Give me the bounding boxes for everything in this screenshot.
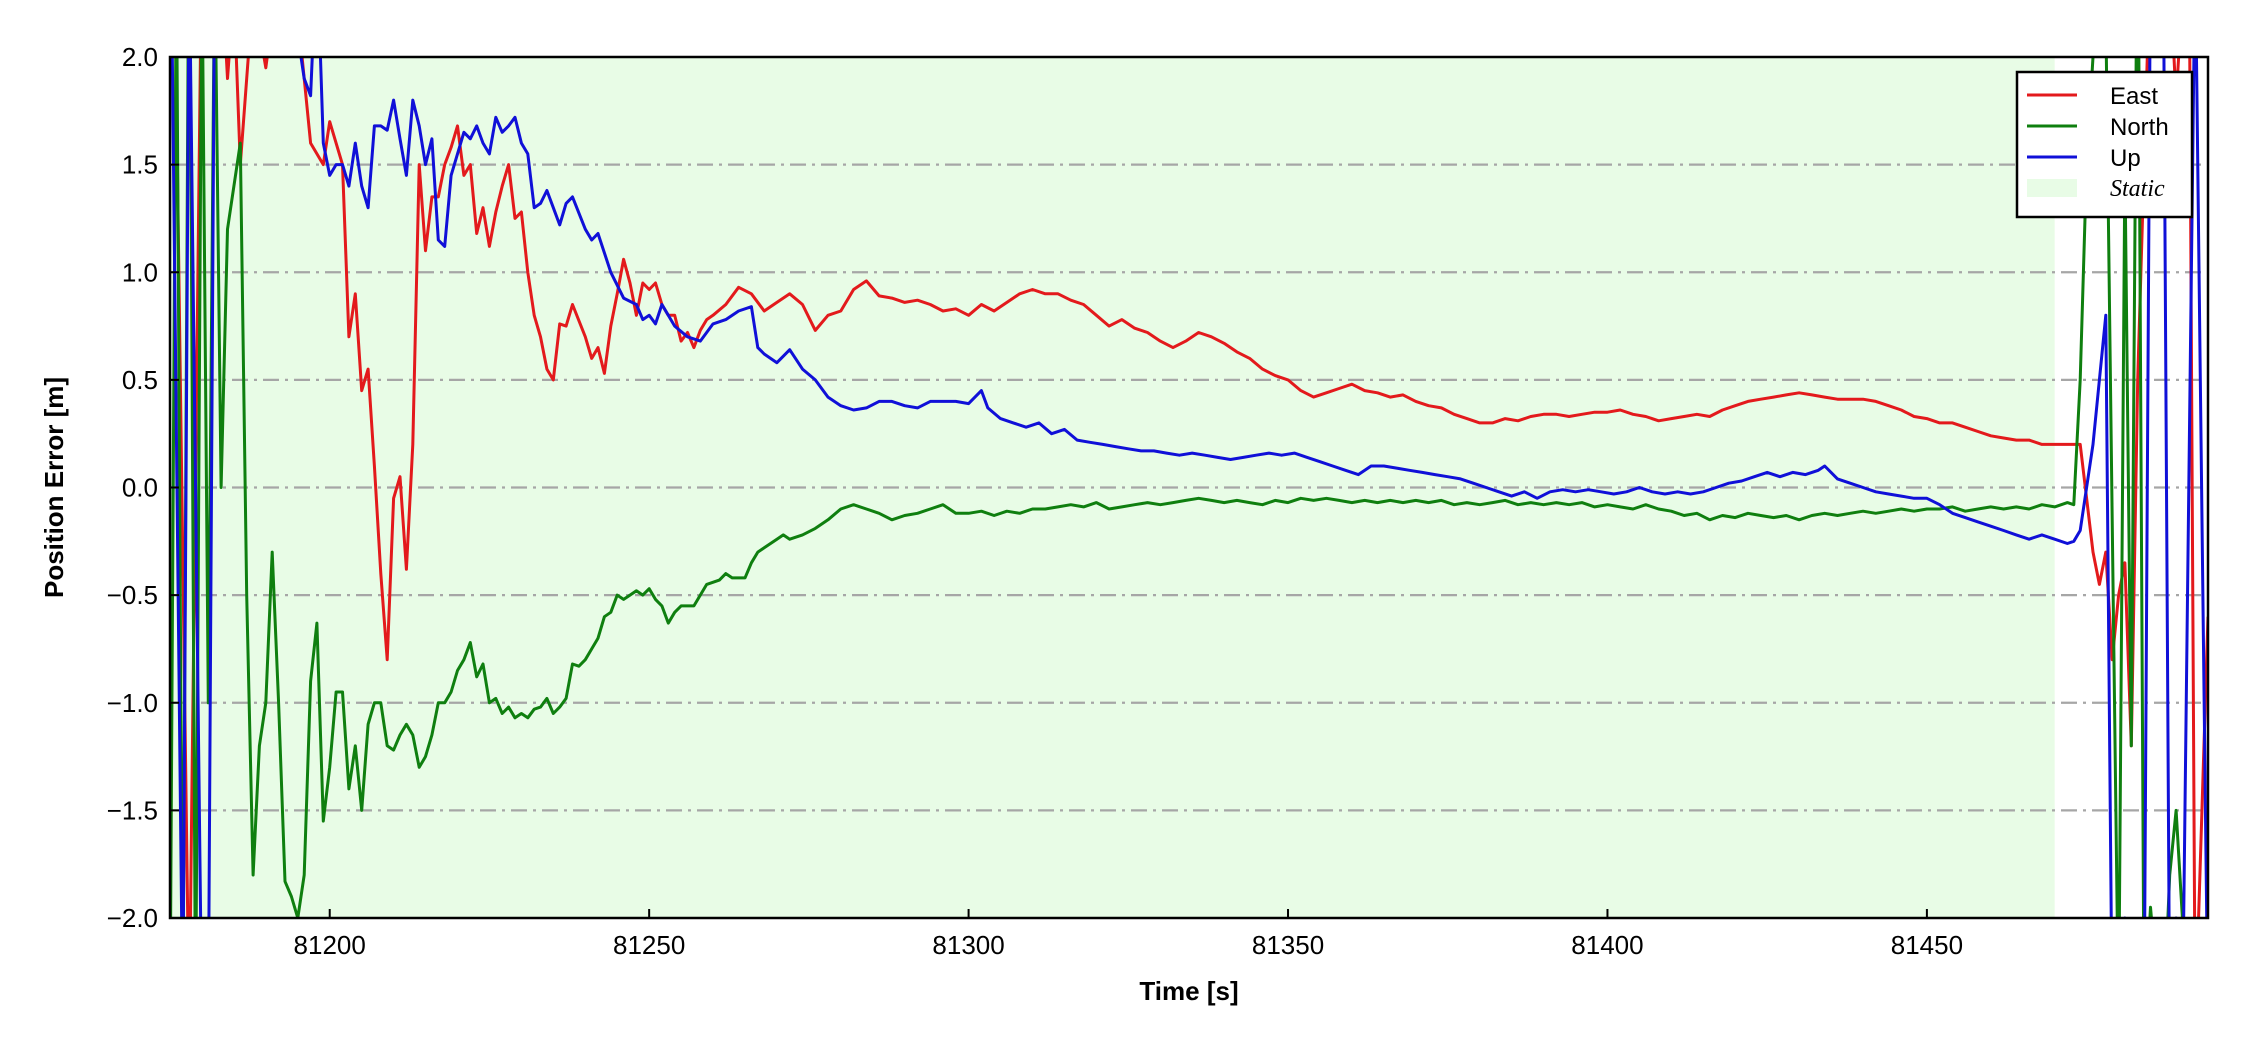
y-tick-label: −1.5	[107, 795, 158, 825]
y-tick-label: −1.0	[107, 688, 158, 718]
x-tick-label: 81350	[1252, 930, 1324, 960]
x-axis-title: Time [s]	[1139, 976, 1238, 1006]
y-tick-label: 1.5	[122, 150, 158, 180]
x-tick-label: 81400	[1571, 930, 1643, 960]
series-lines	[170, 57, 2208, 918]
axis-ticks: −2.0 −1.5 −1.0 −0.5 0.0 0.5 1.0 1.5 2.0 81200 8125…	[107, 42, 1963, 960]
series-line-up	[170, 57, 2208, 918]
series-line-east	[174, 57, 2208, 918]
legend-label-static: Static	[2110, 176, 2165, 202]
legend-label-up: Up	[2110, 145, 2141, 172]
legend-label-east: East	[2110, 83, 2158, 110]
y-tick-label: 0.5	[122, 365, 158, 395]
y-axis-title: Position Error [m]	[39, 377, 69, 598]
x-tick-label: 81300	[932, 930, 1004, 960]
y-tick-label: 2.0	[122, 42, 158, 72]
x-tick-label: 81450	[1891, 930, 1963, 960]
y-tick-label: −2.0	[107, 903, 158, 933]
y-tick-label: 0.0	[122, 473, 158, 503]
legend-label-north: North	[2110, 114, 2169, 141]
y-tick-label: 1.0	[122, 257, 158, 287]
x-tick-label: 81250	[613, 930, 685, 960]
gridlines	[170, 163, 2208, 812]
legend-swatch-static	[2027, 179, 2077, 197]
x-tick-label: 81200	[294, 930, 366, 960]
series-line-north	[170, 57, 2184, 918]
y-tick-label: −0.5	[107, 580, 158, 610]
legend: East North Up Static	[2015, 70, 2194, 219]
